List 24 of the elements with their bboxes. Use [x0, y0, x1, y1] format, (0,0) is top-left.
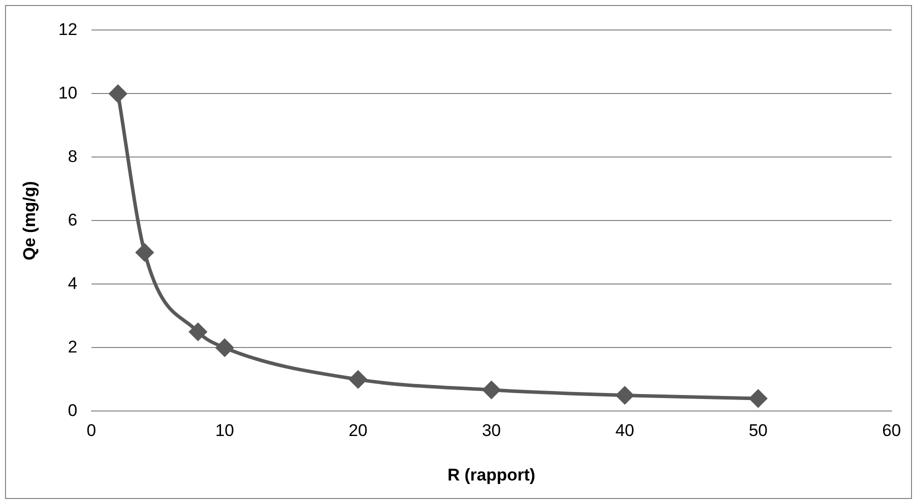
point — [136, 244, 154, 262]
y-tick-label: 2 — [68, 337, 78, 356]
point — [216, 338, 234, 356]
x-tick-label: 60 — [882, 421, 902, 440]
point — [482, 381, 500, 399]
x-tick-label: 30 — [482, 421, 501, 440]
y-tick-label: 8 — [68, 146, 78, 166]
point — [749, 390, 767, 408]
y-tick-label: 4 — [68, 274, 78, 293]
y-tick-label: 10 — [58, 83, 78, 102]
y-axis-title: Qe (mg/g) — [20, 181, 39, 260]
x-tick-label: 10 — [215, 421, 234, 440]
x-axis-title: R (rapport) — [448, 465, 536, 484]
x-tick-label: 50 — [748, 421, 768, 440]
x-tick-label: 20 — [348, 421, 368, 440]
y-tick-label: 0 — [68, 400, 78, 420]
y-tick-label: 6 — [68, 210, 78, 230]
point — [616, 386, 634, 404]
point — [109, 84, 127, 102]
point — [349, 370, 367, 388]
y-tick-label: 12 — [58, 20, 78, 39]
x-tick-label: 0 — [86, 421, 96, 440]
point — [189, 323, 207, 341]
x-tick-label: 40 — [615, 421, 634, 440]
